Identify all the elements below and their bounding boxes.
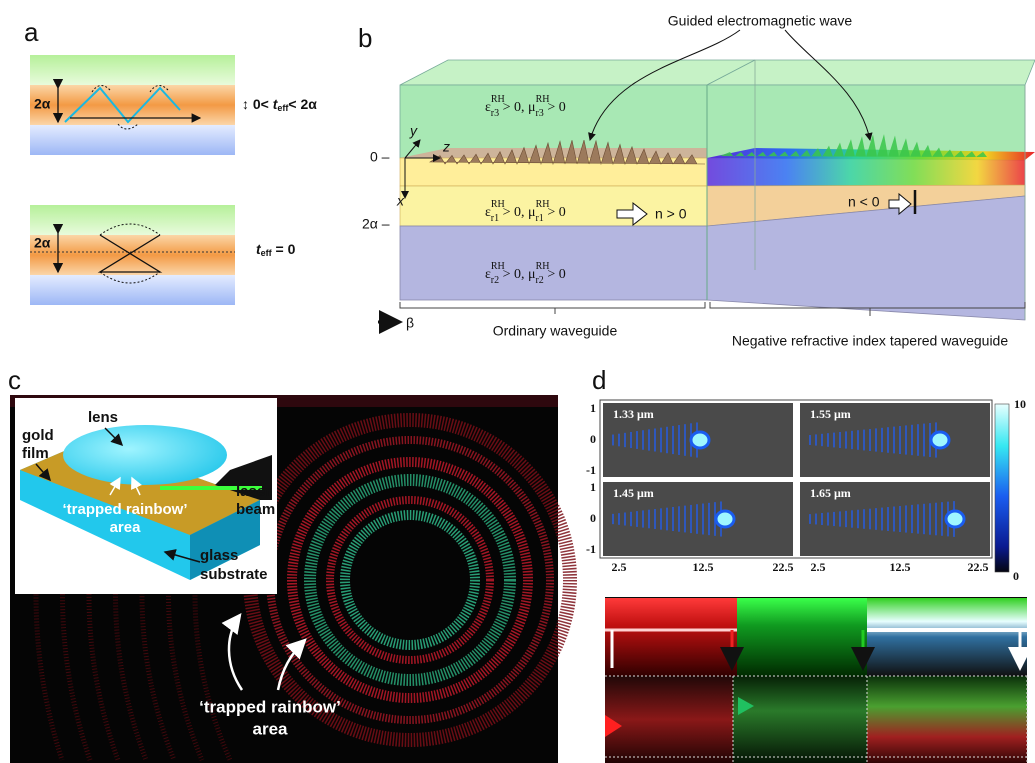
inset-label: glass bbox=[200, 547, 238, 564]
lens bbox=[63, 425, 227, 485]
index-label: n > 0 bbox=[655, 206, 687, 222]
panel-label: d bbox=[592, 365, 606, 395]
text-part: r2 bbox=[535, 275, 543, 286]
panel-title: 1.45 μm bbox=[613, 486, 654, 500]
image-mixed bbox=[867, 676, 1027, 763]
y-tick-label: -1 bbox=[586, 463, 596, 477]
text-part: μ bbox=[528, 100, 536, 115]
bracket bbox=[400, 302, 705, 314]
inset-label: area bbox=[110, 519, 142, 536]
axis-label: 2α – bbox=[362, 216, 390, 232]
text-part: r2 bbox=[491, 275, 499, 286]
inset-label: beam bbox=[236, 501, 275, 518]
x-tick-label: 2.5 bbox=[612, 560, 627, 574]
figure: a 2α ↕ 0< teff< 2α 2α teff = 0 b Guided … bbox=[0, 0, 1035, 763]
text-part: > 0, bbox=[499, 100, 524, 115]
top-face bbox=[400, 60, 755, 85]
inset-label: film bbox=[22, 445, 49, 462]
cladding-bottom bbox=[30, 125, 235, 155]
inset-label: laser bbox=[236, 483, 271, 500]
text-part: μ bbox=[528, 267, 536, 282]
panel-label: b bbox=[358, 23, 372, 53]
colorbar-label: 0 bbox=[1013, 569, 1019, 583]
image-label: area bbox=[253, 719, 289, 738]
annotation: Guided electromagnetic wave bbox=[668, 13, 853, 29]
index-label: n < 0 bbox=[848, 194, 880, 210]
field-peak bbox=[716, 511, 734, 527]
panel-b: b Guided electromagnetic wave 0 – 2α – y… bbox=[358, 13, 1035, 349]
image-red bbox=[605, 676, 733, 763]
x-tick-label: 12.5 bbox=[693, 560, 714, 574]
panel-title: 1.33 μm bbox=[613, 407, 654, 421]
axis-label: x bbox=[396, 193, 405, 209]
image-label: ‘trapped rainbow’ bbox=[199, 697, 341, 716]
text-part: > 0 bbox=[544, 267, 566, 282]
text-part: r3 bbox=[535, 108, 543, 119]
condition-label: teff = 0 bbox=[256, 241, 296, 259]
x-tick-label: 22.5 bbox=[773, 560, 794, 574]
thickness-label: 2α bbox=[34, 235, 51, 251]
colorbar-label: 10 bbox=[1014, 397, 1026, 411]
field-peak bbox=[931, 432, 949, 448]
text-part: r3 bbox=[491, 108, 499, 119]
panel-label: a bbox=[24, 17, 39, 47]
text-part: r1 bbox=[491, 213, 499, 224]
image-green bbox=[733, 676, 867, 763]
image-green bbox=[737, 598, 867, 676]
inset-label: gold bbox=[22, 427, 54, 444]
cladding-top bbox=[30, 205, 235, 235]
panel-title: 1.65 μm bbox=[810, 486, 851, 500]
image-white bbox=[867, 598, 1027, 676]
top-face bbox=[707, 60, 1035, 85]
cladding-top bbox=[30, 55, 235, 85]
text-part: > 0 bbox=[544, 205, 566, 220]
simulation-panels: 1.33 μm 1.55 μm 1.45 μm 1.65 μm 1 0 -1 1 0 -1 2.5 1… bbox=[586, 401, 990, 574]
panel-title: 1.55 μm bbox=[810, 407, 851, 421]
text-part: μ bbox=[528, 205, 536, 220]
text-part: < 2α bbox=[288, 96, 317, 112]
inset-label: ‘trapped rainbow’ bbox=[62, 501, 187, 518]
axis-label: y bbox=[409, 123, 418, 139]
axis-label: z bbox=[442, 139, 450, 155]
core-layer bbox=[30, 85, 235, 125]
panel-label: c bbox=[8, 365, 21, 395]
text-part: > 0, bbox=[499, 205, 524, 220]
panel-c: c lens gold film ‘trapped rainbow’ area … bbox=[8, 365, 570, 763]
text-part: > 0 bbox=[544, 100, 566, 115]
y-tick-label: 0 bbox=[590, 432, 596, 446]
image-red bbox=[605, 598, 737, 676]
x-tick-label: 12.5 bbox=[890, 560, 911, 574]
section-label: Ordinary waveguide bbox=[493, 323, 618, 339]
condition-label: ↕ 0< teff< 2α bbox=[242, 96, 317, 114]
x-tick-label: 2.5 bbox=[811, 560, 826, 574]
y-tick-label: -1 bbox=[586, 542, 596, 556]
substrate bbox=[400, 226, 707, 300]
text-part: r1 bbox=[535, 213, 543, 224]
y-tick-label: 1 bbox=[590, 480, 596, 494]
colorbar bbox=[995, 404, 1009, 572]
text-part: = 0 bbox=[272, 241, 296, 257]
inset-label: lens bbox=[88, 409, 118, 426]
beta-label: β bbox=[406, 315, 414, 331]
thickness-label: 2α bbox=[34, 96, 51, 112]
section-label: Negative refractive index tapered wavegu… bbox=[732, 333, 1008, 349]
panel-a: a 2α ↕ 0< teff< 2α 2α teff = 0 bbox=[24, 17, 317, 305]
field-peak bbox=[946, 511, 964, 527]
text-part: > 0, bbox=[499, 267, 524, 282]
axis-label: 0 – bbox=[370, 149, 390, 165]
inset-label: substrate bbox=[200, 566, 268, 583]
film-top bbox=[400, 148, 755, 158]
cladding-bottom bbox=[30, 275, 235, 305]
text-part: ↕ 0< bbox=[242, 96, 269, 112]
y-tick-label: 1 bbox=[590, 401, 596, 415]
x-tick-label: 22.5 bbox=[968, 560, 989, 574]
field-peak bbox=[691, 432, 709, 448]
y-tick-label: 0 bbox=[590, 511, 596, 525]
